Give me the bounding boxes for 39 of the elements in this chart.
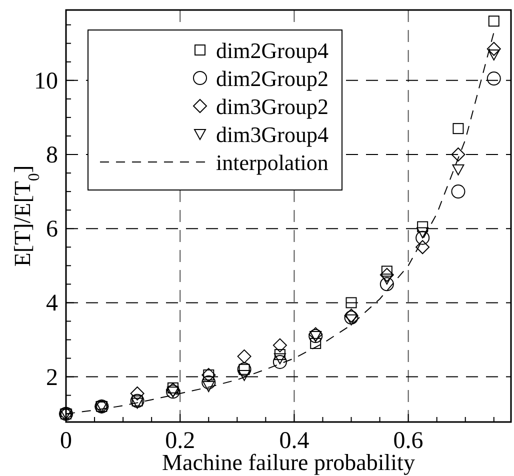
point xyxy=(202,375,216,390)
legend-label: dim2Group2 xyxy=(216,66,328,91)
point xyxy=(130,386,144,400)
y-tick-label: 4 xyxy=(46,290,58,317)
point xyxy=(131,398,144,409)
y-tick-label: 2 xyxy=(46,364,58,391)
point xyxy=(416,230,430,245)
point xyxy=(272,354,287,369)
point xyxy=(416,240,430,254)
point xyxy=(451,184,466,199)
point xyxy=(380,274,393,285)
point xyxy=(345,314,358,326)
point xyxy=(486,42,501,56)
point xyxy=(238,370,250,381)
point xyxy=(346,297,357,308)
point xyxy=(452,123,464,134)
point xyxy=(488,16,500,27)
point xyxy=(237,349,252,364)
point xyxy=(452,164,464,176)
y-tick-label: 8 xyxy=(46,142,58,168)
point xyxy=(380,268,394,282)
point xyxy=(380,277,394,292)
point xyxy=(272,338,287,352)
legend-label: dim3Group4 xyxy=(216,122,328,147)
legend-label: dim2Group4 xyxy=(216,38,328,63)
point xyxy=(451,147,466,162)
point xyxy=(486,72,501,86)
point xyxy=(274,353,286,364)
point xyxy=(416,227,429,238)
point xyxy=(274,349,286,360)
y-tick-label: 10 xyxy=(34,68,58,94)
x-tick-label: 0 xyxy=(60,428,72,454)
legend-label: dim3Group2 xyxy=(216,94,328,119)
point xyxy=(310,338,322,349)
point xyxy=(202,381,215,392)
legend-label: interpolation xyxy=(216,150,328,175)
point xyxy=(417,221,428,232)
y-tick-label: 6 xyxy=(46,216,58,243)
point xyxy=(488,49,500,60)
